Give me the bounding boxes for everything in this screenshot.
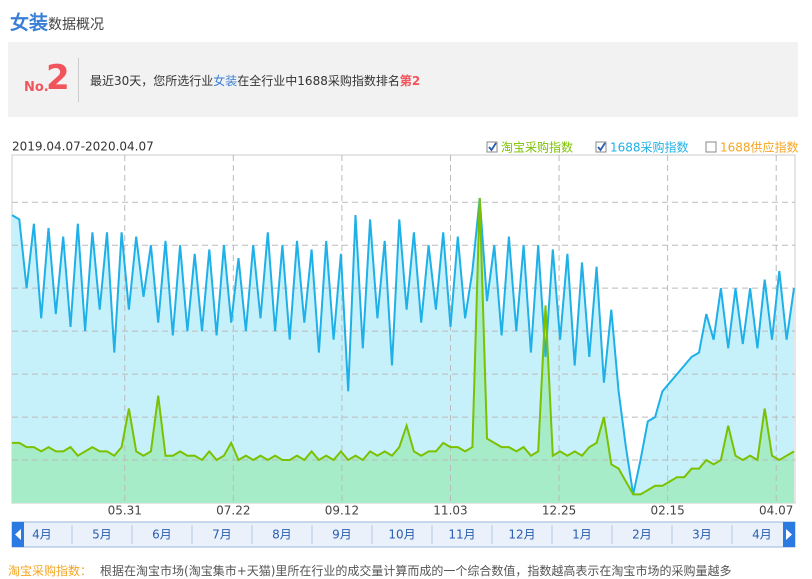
x-tick-label: 09.12 (325, 504, 359, 518)
footer-text: 根据在淘宝市场(淘宝集市+天猫)里所在行业的成交量计算而成的一个综合数值，指数越… (100, 564, 732, 578)
series-area (12, 198, 794, 503)
nav-month[interactable]: 4月 (752, 528, 772, 542)
x-tick-label: 02.15 (650, 504, 684, 518)
rank-prefix: No. (24, 80, 49, 95)
nav-month[interactable]: 11月 (448, 528, 475, 542)
x-tick-label: 12.25 (542, 504, 576, 518)
nav-month[interactable]: 9月 (332, 528, 352, 542)
nav-month[interactable]: 12月 (508, 528, 535, 542)
nav-month[interactable]: 7月 (212, 528, 232, 542)
nav-right-arrow (786, 529, 792, 540)
legend-label[interactable]: 1688采购指数 (610, 140, 689, 155)
industry-title: 女装 (10, 12, 49, 34)
series-line (11, 197, 795, 495)
footer: 淘宝采购指数： 根据在淘宝市场(淘宝集市+天猫)里所在行业的成交量计算而成的一个综… (8, 562, 731, 579)
x-tick-label: 11.03 (433, 504, 467, 518)
nav-month[interactable]: 3月 (692, 528, 712, 542)
rank-message: 最近30天，您所选行业女装在全行业中1688采购指数排名第2 (90, 72, 420, 89)
message-text: 在全行业中1688采购指数排名 (237, 74, 400, 88)
nav-month[interactable]: 8月 (272, 528, 292, 542)
x-tick-label: 04.07 (759, 504, 793, 518)
nav-month[interactable]: 10月 (388, 528, 415, 542)
x-tick-label: 05.31 (108, 504, 142, 518)
header-subtitle: 数据概况 (48, 17, 105, 33)
rank-box: No. 2 最近30天，您所选行业女装在全行业中1688采购指数排名第2 (8, 42, 798, 117)
nav-month[interactable]: 6月 (152, 528, 172, 542)
nav-month[interactable]: 4月 (32, 528, 52, 542)
legend-label[interactable]: 1688供应指数 (720, 140, 799, 155)
legend-check (597, 142, 606, 152)
message-industry: 女装 (213, 74, 238, 88)
legend-checkbox[interactable] (486, 141, 498, 153)
footer-term: 淘宝采购指数： (8, 564, 93, 578)
x-tick-label: 07.22 (216, 504, 250, 518)
chart: 2019.04.07-2020.04.07 05.31 07.22 09.12 11.… (11, 140, 799, 548)
message-text: 最近30天，您所选行业 (90, 74, 214, 88)
rank-number: 2 (46, 58, 70, 98)
legend-checkbox[interactable] (705, 141, 717, 153)
header: 女装数据概况 (10, 8, 104, 35)
legend-checkbox[interactable] (595, 141, 607, 153)
nav-month[interactable]: 5月 (92, 528, 112, 542)
legend-label[interactable]: 淘宝采购指数 (501, 140, 573, 155)
date-range: 2019.04.07-2020.04.07 (12, 140, 154, 154)
nav-left-arrow (15, 529, 21, 540)
series-line (12, 197, 795, 496)
nav-month[interactable]: 2月 (632, 528, 652, 542)
legend-check (488, 142, 497, 152)
nav-month[interactable]: 1月 (572, 528, 592, 542)
message-rank: 第2 (399, 74, 421, 88)
separator (78, 58, 79, 102)
